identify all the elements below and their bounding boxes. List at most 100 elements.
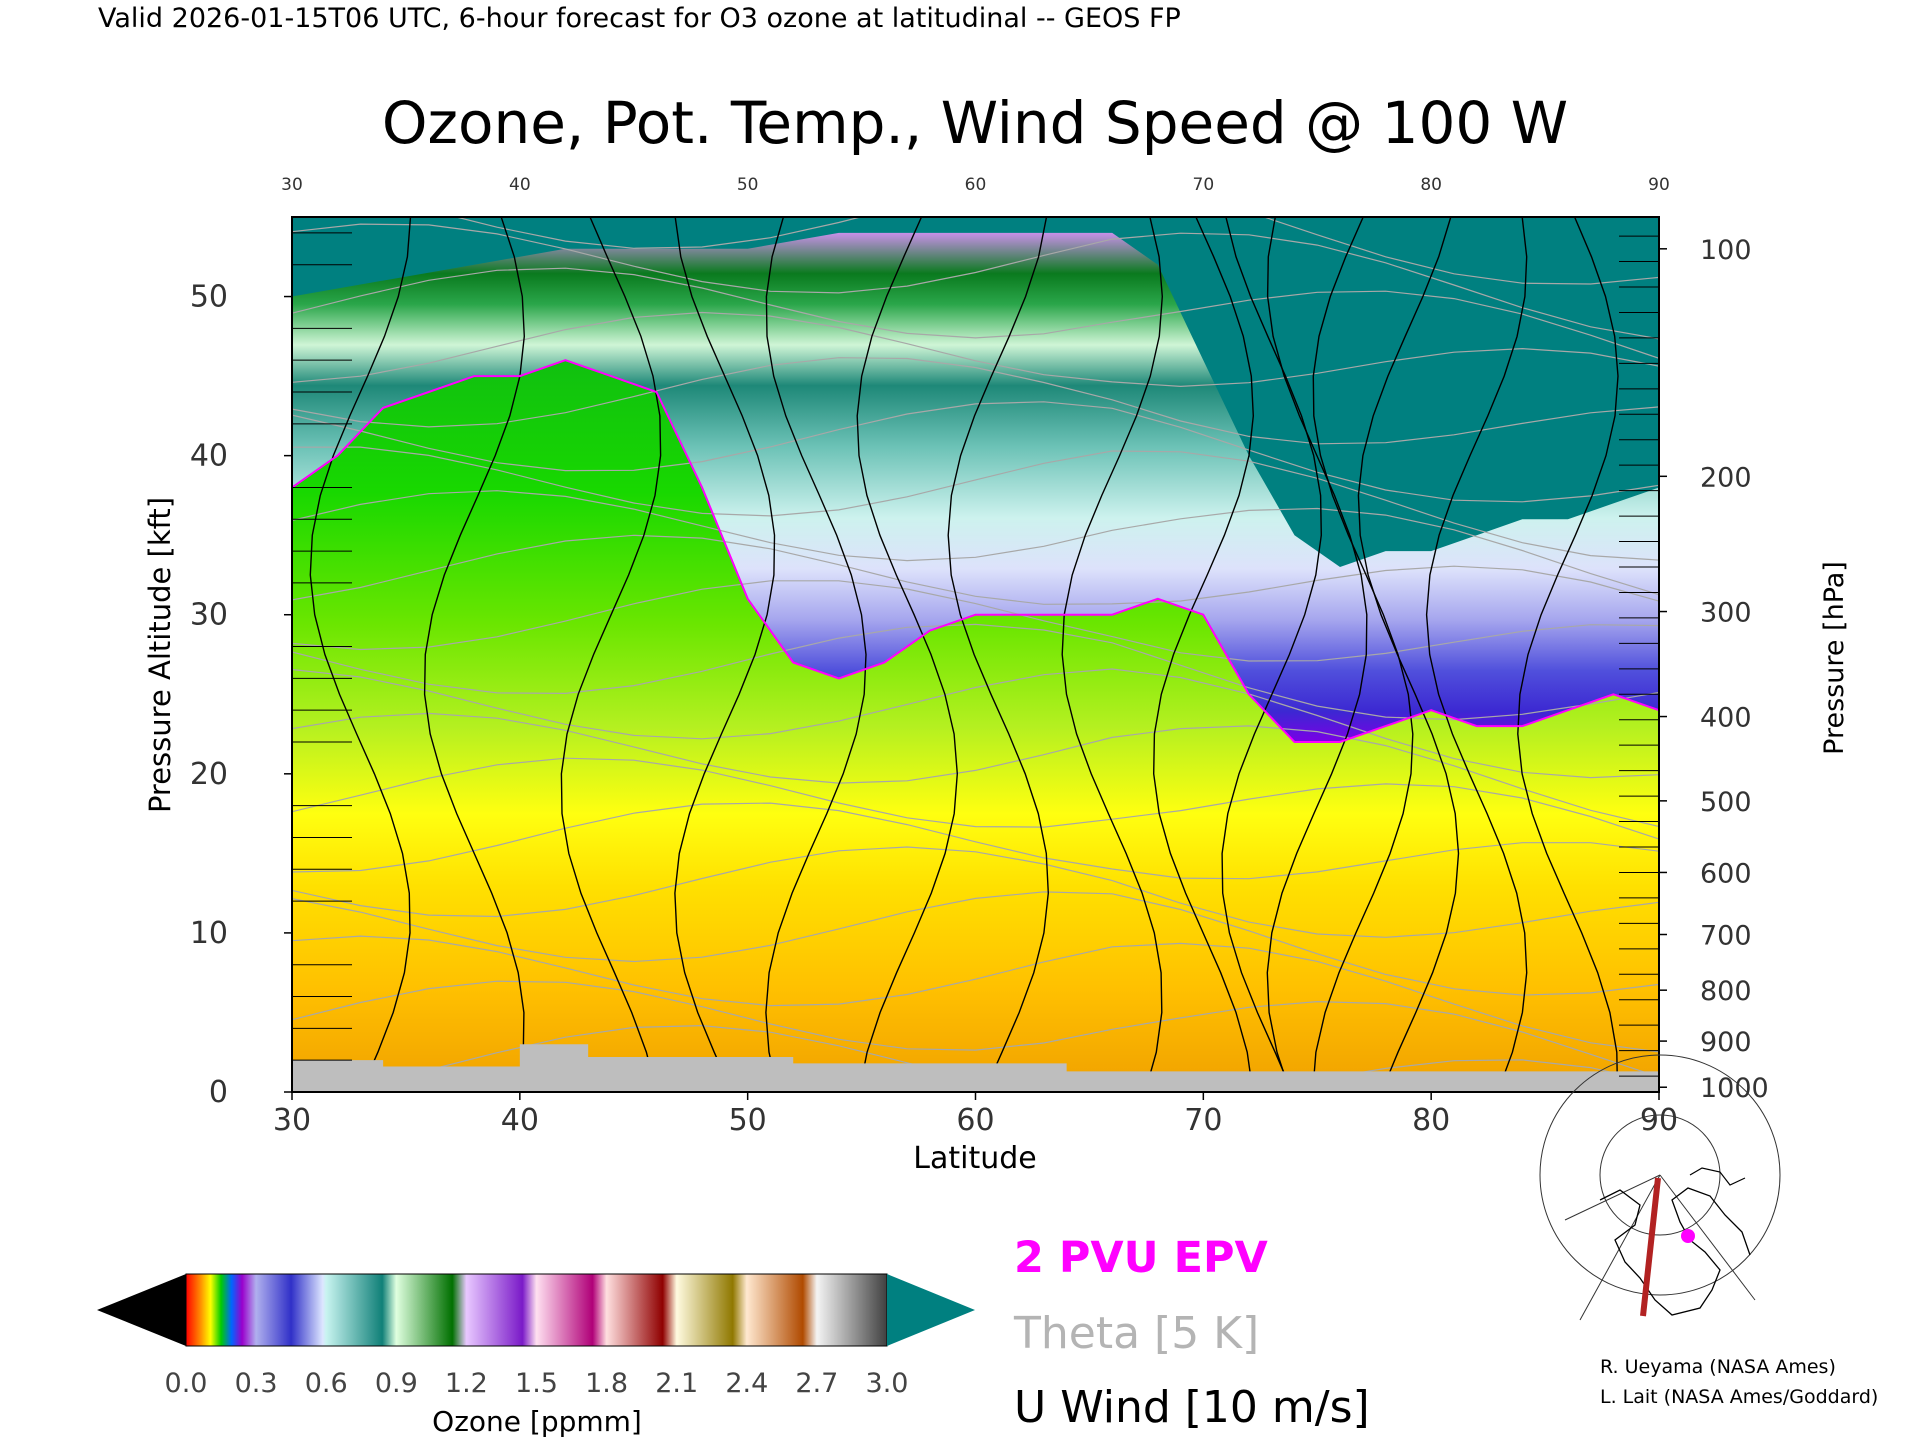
pressure-tick-label: 100 bbox=[1700, 235, 1752, 266]
theta-contour-line bbox=[292, 757, 1659, 840]
x-top-tick-label: 80 bbox=[1420, 175, 1442, 195]
wind-contour-line bbox=[765, 217, 867, 1092]
pressure-tick-label: 400 bbox=[1700, 703, 1752, 734]
credit-line-1: R. Ueyama (NASA Ames) bbox=[1600, 1356, 1836, 1378]
wind-contour-line bbox=[560, 217, 662, 1092]
wind-contour-line bbox=[1425, 217, 1528, 1092]
x-top-tick-label: 70 bbox=[1193, 175, 1215, 195]
theta-contours bbox=[292, 217, 1659, 1092]
x-tick-label: 70 bbox=[1184, 1103, 1222, 1138]
epv-2pvu-contour bbox=[292, 359, 1659, 743]
x-tick-label: 30 bbox=[273, 1103, 311, 1138]
inset-map-meridian bbox=[1564, 1174, 1661, 1221]
y-tick-label: 0 bbox=[209, 1075, 228, 1110]
theta-contour-line bbox=[292, 846, 1659, 938]
wind-contour-line bbox=[674, 217, 776, 1092]
stratosphere-ozone-band bbox=[292, 232, 1659, 742]
theta-contour-line bbox=[292, 891, 1659, 996]
pressure-tick-label: 600 bbox=[1700, 858, 1752, 889]
theta-contour-line bbox=[292, 580, 1659, 662]
credit-line-2: L. Lait (NASA Ames/Goddard) bbox=[1600, 1386, 1878, 1408]
wind-contour-line bbox=[1061, 217, 1164, 1092]
y-axis-right-pressure: 100 200 300 400 500 600 700 800 900 1000 bbox=[1619, 235, 1769, 1104]
theta-contour-line bbox=[292, 223, 1659, 340]
x-axis-label: Latitude bbox=[913, 1141, 1036, 1176]
y-tick-label: 40 bbox=[190, 439, 228, 474]
pressure-tick-label: 700 bbox=[1700, 921, 1752, 952]
wind-contour-line bbox=[947, 217, 1050, 1092]
wind-contour-line bbox=[1221, 217, 1323, 1092]
x-tick-label: 90 bbox=[1640, 1103, 1678, 1138]
theta-contour-line bbox=[292, 267, 1659, 359]
plot-area bbox=[292, 217, 1659, 1092]
x-tick-label: 40 bbox=[501, 1103, 539, 1138]
theta-contour-line bbox=[292, 490, 1659, 596]
x-top-tick-label: 60 bbox=[965, 175, 987, 195]
theta-contour-line bbox=[292, 446, 1659, 561]
inset-map-coastline bbox=[1689, 1167, 1746, 1186]
theta-contour-line bbox=[292, 802, 1659, 880]
troposphere-ozone-band bbox=[292, 360, 1659, 1092]
y-tick-label: 20 bbox=[190, 757, 228, 792]
colorbar-tick-label: 0.9 bbox=[375, 1368, 418, 1399]
colorbar-tick-label: 0.6 bbox=[305, 1368, 348, 1399]
inset-map-latitude-ring bbox=[1599, 1114, 1721, 1236]
inset-map-marker bbox=[1681, 1229, 1695, 1243]
pressure-tick-label: 1000 bbox=[1700, 1073, 1769, 1104]
wind-contour-line bbox=[1357, 217, 1460, 1092]
legend-theta: Theta [5 K] bbox=[1013, 1308, 1259, 1359]
wind-contour-line bbox=[1266, 217, 1368, 1092]
pressure-tick-label: 800 bbox=[1700, 976, 1752, 1007]
colorbar-tick-label: 0.3 bbox=[235, 1368, 278, 1399]
inset-map-meridian bbox=[1579, 1174, 1661, 1321]
wind-contour-line bbox=[309, 217, 412, 1092]
colorbar-high-arrow bbox=[887, 1274, 975, 1346]
theta-contour-line bbox=[292, 357, 1659, 445]
colorbar-ticks: 0.0 0.3 0.6 0.9 1.2 1.5 1.8 2.1 2.4 2.7 3.0 bbox=[165, 1368, 909, 1399]
colorbar-label: Ozone [ppmm] bbox=[432, 1405, 642, 1438]
colorbar-tick-label: 0.0 bbox=[165, 1368, 208, 1399]
theta-contour-line bbox=[292, 623, 1659, 721]
wind-contour-line bbox=[1152, 217, 1255, 1092]
pressure-tick-label: 900 bbox=[1700, 1027, 1752, 1058]
wind-contour-line bbox=[856, 217, 959, 1092]
colorbar-tick-label: 3.0 bbox=[866, 1368, 909, 1399]
inset-map-coastline bbox=[1599, 1187, 1751, 1316]
wind-contour-line bbox=[1517, 217, 1619, 1092]
x-top-tick-label: 40 bbox=[509, 175, 531, 195]
y-tick-label: 30 bbox=[190, 598, 228, 633]
y-tick-label: 50 bbox=[190, 280, 228, 315]
colorbar-gradient bbox=[185, 1273, 888, 1347]
y-axis-label: Pressure Altitude [kft] bbox=[143, 497, 177, 813]
x-top-tick-label: 50 bbox=[737, 175, 759, 195]
colorbar-tick-label: 2.1 bbox=[655, 1368, 698, 1399]
x-tick-label: 80 bbox=[1412, 1103, 1450, 1138]
header-text: Valid 2026-01-15T06 UTC, 6-hour forecast… bbox=[98, 3, 1181, 34]
pressure-tick-label: 300 bbox=[1700, 598, 1752, 629]
y-axis-left: 0 10 20 30 40 50 bbox=[190, 232, 352, 1110]
inset-map-meridian bbox=[1659, 1174, 1756, 1301]
x-axis-bottom: 30 40 50 60 70 80 90 bbox=[273, 1092, 1678, 1138]
inset-map-latitude-ring bbox=[1539, 1054, 1781, 1296]
colorbar: 0.0 0.3 0.6 0.9 1.2 1.5 1.8 2.1 2.4 2.7 3.0 Ozone … bbox=[97, 1273, 975, 1438]
y-tick-label: 10 bbox=[190, 916, 228, 951]
x-tick-label: 60 bbox=[956, 1103, 994, 1138]
pressure-tick-label: 500 bbox=[1700, 787, 1752, 818]
wind-contour-line bbox=[423, 217, 526, 1092]
theta-contour-line bbox=[292, 935, 1659, 1053]
colorbar-low-arrow bbox=[97, 1274, 186, 1346]
colorbar-tick-label: 1.2 bbox=[445, 1368, 488, 1399]
colorbar-tick-label: 1.5 bbox=[515, 1368, 558, 1399]
legend: 2 PVU EPV Theta [5 K] U Wind [10 m/s] bbox=[1013, 1233, 1370, 1433]
x-top-tick-label: 30 bbox=[281, 175, 303, 195]
theta-contour-line bbox=[292, 311, 1659, 388]
colorbar-tick-label: 2.4 bbox=[725, 1368, 768, 1399]
theta-contour-line bbox=[292, 712, 1659, 828]
surface-terrain bbox=[292, 1044, 1659, 1092]
x-axis-top: 30 40 50 60 70 80 90 bbox=[281, 175, 1670, 195]
chart-title: Ozone, Pot. Temp., Wind Speed @ 100 W bbox=[382, 89, 1568, 157]
colorbar-tick-label: 2.7 bbox=[795, 1368, 838, 1399]
inset-map-section-line bbox=[1640, 1177, 1661, 1317]
colorbar-tick-label: 1.8 bbox=[585, 1368, 628, 1399]
